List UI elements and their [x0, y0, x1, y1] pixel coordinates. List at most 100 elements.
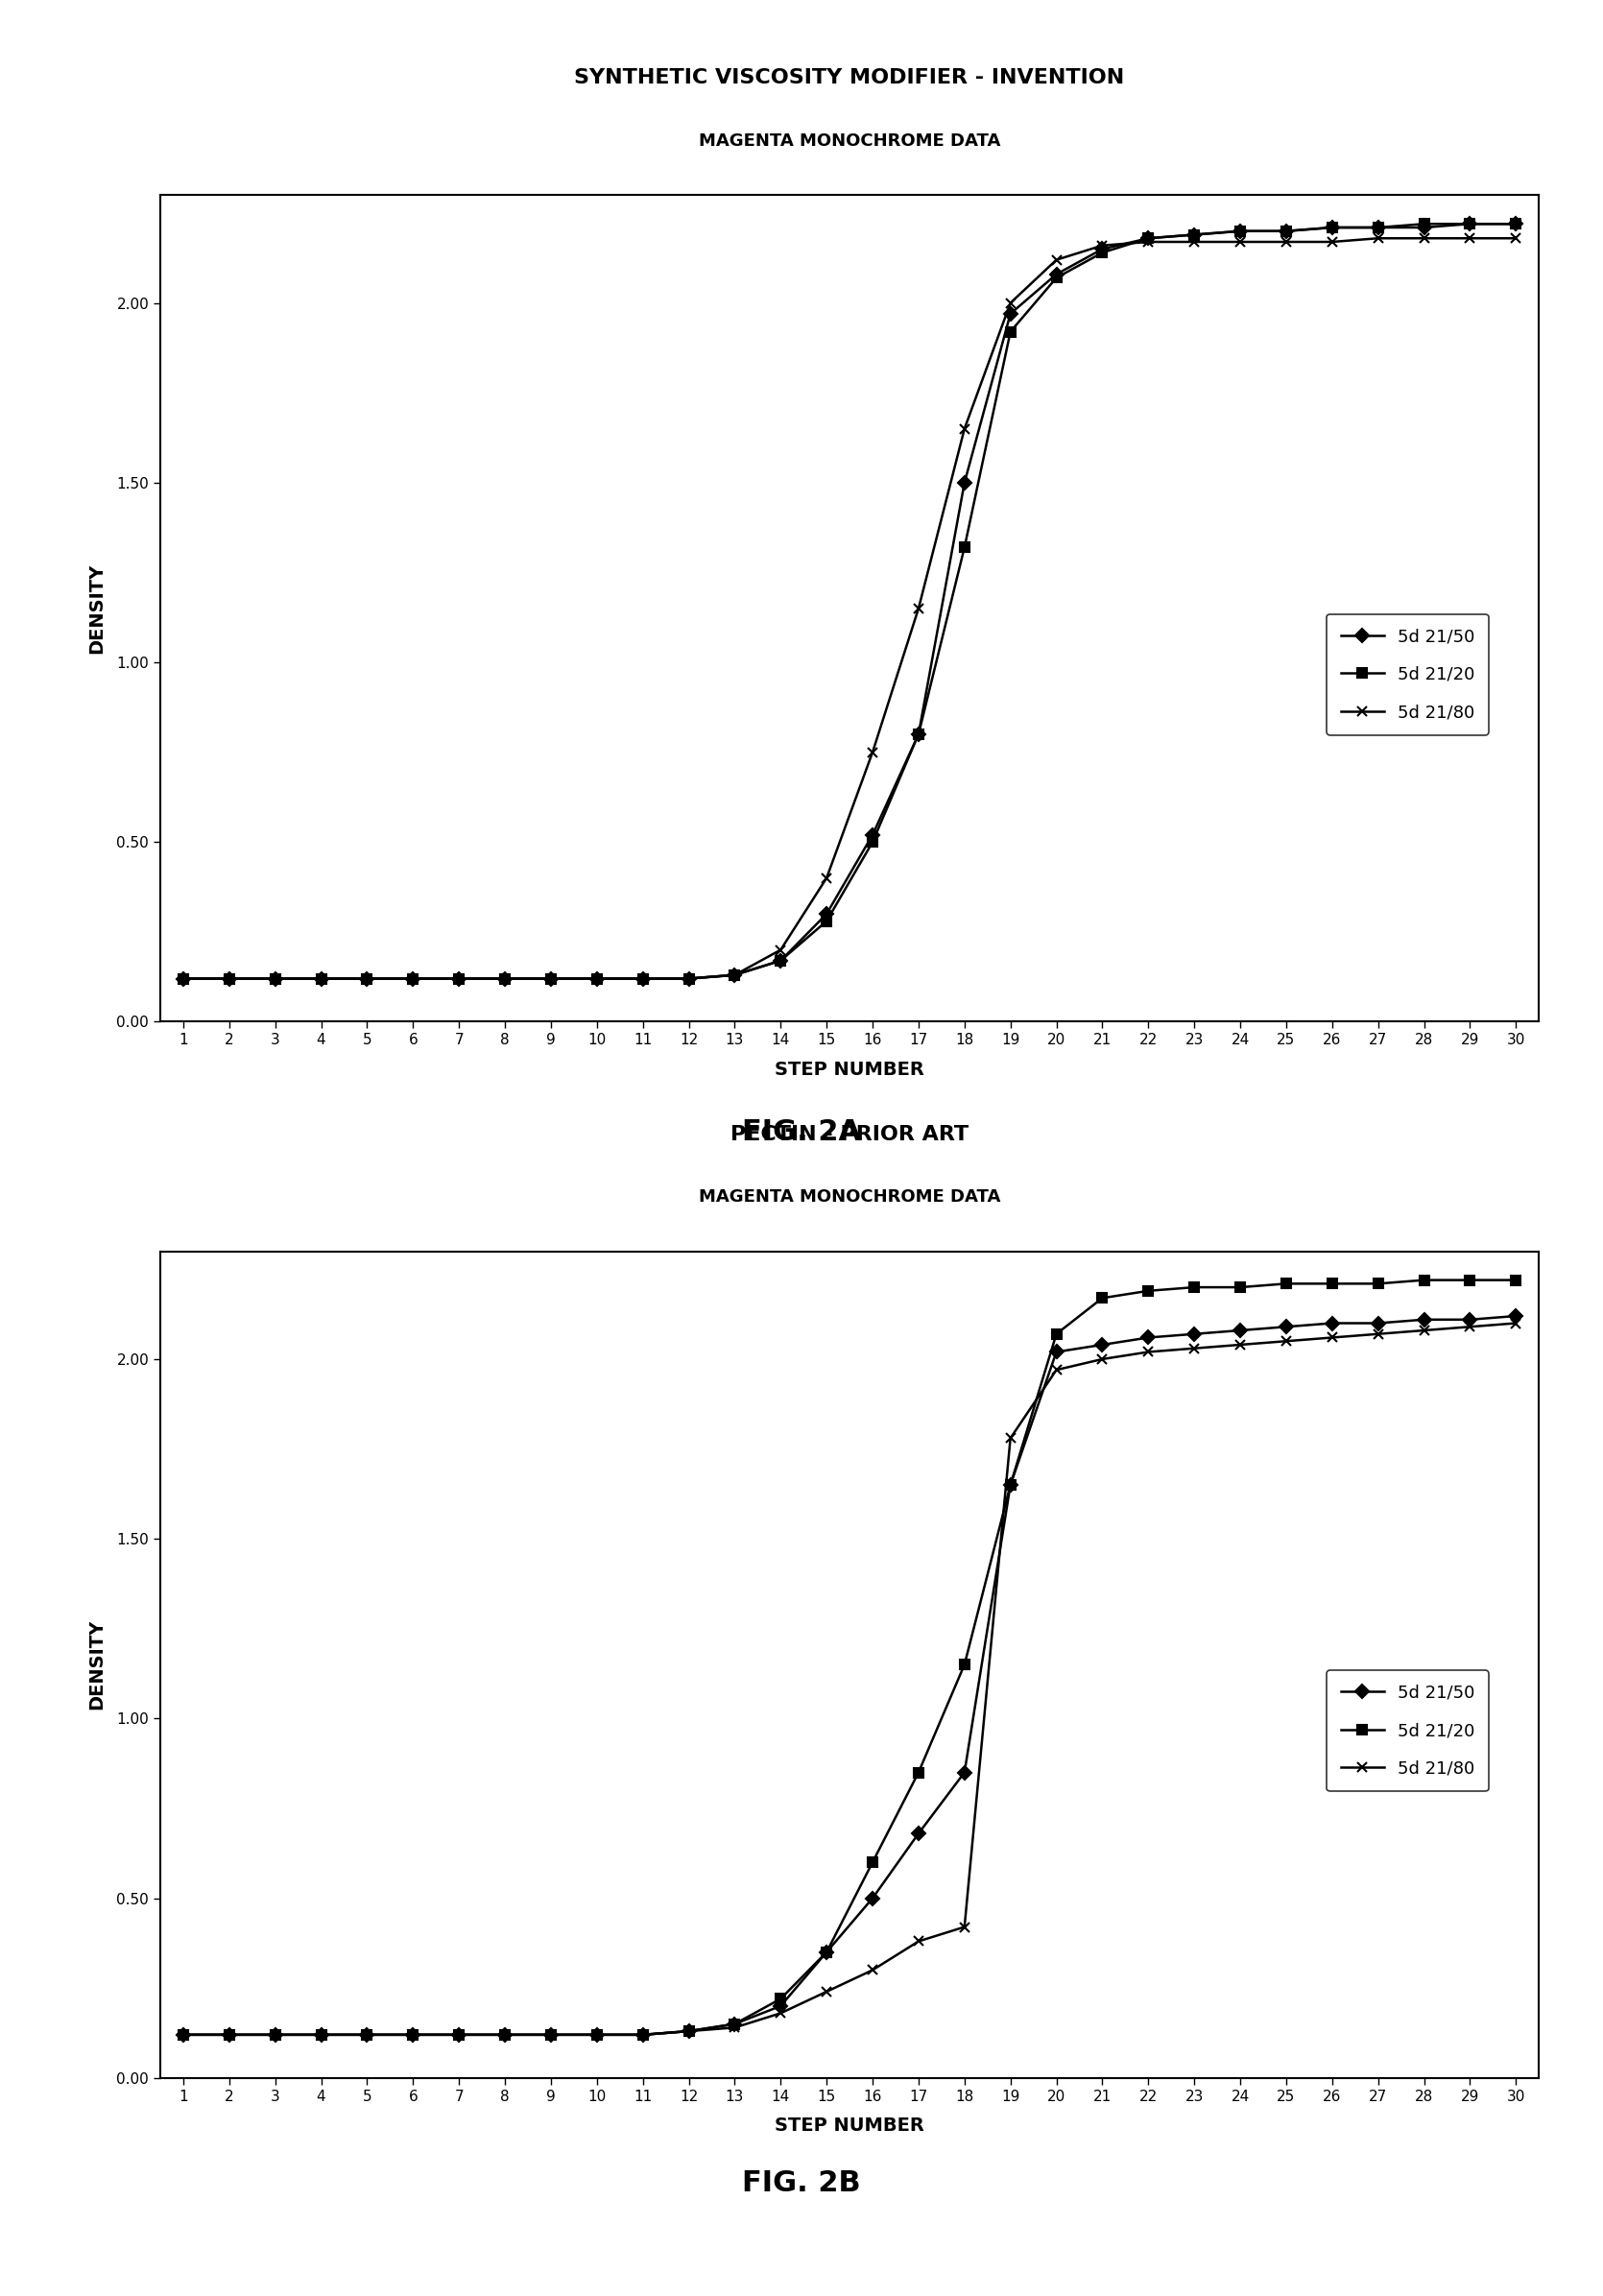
5d 21/20	[1047, 1320, 1066, 1348]
5d 21/50	[955, 1759, 975, 1786]
5d 21/80	[1093, 1345, 1112, 1373]
5d 21/20	[404, 964, 423, 992]
5d 21/20	[587, 964, 606, 992]
5d 21/20	[1138, 225, 1157, 253]
5d 21/20	[955, 533, 975, 560]
5d 21/50	[357, 2020, 377, 2048]
5d 21/50	[1414, 1306, 1433, 1334]
5d 21/20	[1276, 1270, 1295, 1297]
5d 21/20	[680, 2018, 699, 2046]
Line: 5d 21/80: 5d 21/80	[178, 1318, 1521, 2039]
5d 21/80	[1414, 1316, 1433, 1343]
5d 21/20	[771, 1986, 790, 2014]
5d 21/20	[1322, 214, 1342, 241]
5d 21/50	[1414, 214, 1433, 241]
5d 21/20	[1000, 1472, 1020, 1499]
5d 21/20	[587, 2020, 606, 2048]
5d 21/80	[1093, 232, 1112, 259]
5d 21/20	[449, 964, 468, 992]
5d 21/80	[404, 2020, 423, 2048]
5d 21/80	[587, 964, 606, 992]
5d 21/80	[1231, 1332, 1250, 1359]
5d 21/20	[495, 2020, 515, 2048]
5d 21/80	[449, 2020, 468, 2048]
Text: MAGENTA MONOCHROME DATA: MAGENTA MONOCHROME DATA	[699, 1189, 1000, 1205]
5d 21/50	[1507, 1302, 1526, 1329]
5d 21/50	[862, 1885, 882, 1913]
5d 21/20	[633, 964, 652, 992]
5d 21/50	[404, 2020, 423, 2048]
5d 21/80	[266, 2020, 285, 2048]
5d 21/20	[1507, 211, 1526, 239]
5d 21/20	[1093, 1283, 1112, 1311]
5d 21/50	[1507, 211, 1526, 239]
5d 21/50	[818, 900, 837, 928]
5d 21/50	[771, 1993, 790, 2020]
5d 21/50	[1185, 1320, 1204, 1348]
5d 21/50	[725, 962, 744, 990]
5d 21/20	[1000, 317, 1020, 344]
5d 21/50	[311, 2020, 330, 2048]
5d 21/80	[1185, 1334, 1204, 1362]
5d 21/50	[1047, 259, 1066, 287]
5d 21/80	[1322, 1325, 1342, 1352]
5d 21/20	[266, 964, 285, 992]
5d 21/20	[1460, 1267, 1480, 1295]
5d 21/50	[1185, 220, 1204, 248]
5d 21/20	[725, 962, 744, 990]
5d 21/50	[1322, 214, 1342, 241]
5d 21/50	[1138, 225, 1157, 253]
5d 21/80	[1047, 1357, 1066, 1384]
5d 21/50	[955, 468, 975, 496]
5d 21/20	[1369, 214, 1388, 241]
5d 21/50	[1093, 234, 1112, 262]
5d 21/80	[1138, 1339, 1157, 1366]
5d 21/50	[1460, 1306, 1480, 1334]
5d 21/80	[680, 2018, 699, 2046]
5d 21/80	[266, 964, 285, 992]
5d 21/80	[1276, 227, 1295, 255]
5d 21/50	[404, 964, 423, 992]
5d 21/20	[173, 964, 192, 992]
5d 21/80	[357, 964, 377, 992]
5d 21/80	[1276, 1327, 1295, 1355]
5d 21/50	[1276, 1313, 1295, 1341]
5d 21/50	[1047, 1339, 1066, 1366]
5d 21/50	[542, 2020, 561, 2048]
5d 21/50	[1000, 301, 1020, 328]
5d 21/20	[955, 1651, 975, 1678]
5d 21/50	[1093, 1332, 1112, 1359]
Line: 5d 21/50: 5d 21/50	[178, 1311, 1521, 2039]
Line: 5d 21/20: 5d 21/20	[178, 1274, 1521, 2039]
5d 21/20	[1185, 1274, 1204, 1302]
5d 21/50	[633, 2020, 652, 2048]
5d 21/50	[173, 964, 192, 992]
5d 21/50	[862, 822, 882, 850]
5d 21/80	[633, 2020, 652, 2048]
5d 21/20	[495, 964, 515, 992]
5d 21/20	[771, 946, 790, 974]
5d 21/80	[680, 964, 699, 992]
5d 21/50	[725, 2011, 744, 2039]
5d 21/80	[725, 962, 744, 990]
5d 21/50	[449, 964, 468, 992]
5d 21/20	[680, 964, 699, 992]
Text: MAGENTA MONOCHROME DATA: MAGENTA MONOCHROME DATA	[699, 133, 1000, 149]
5d 21/20	[311, 964, 330, 992]
5d 21/80	[173, 2020, 192, 2048]
5d 21/80	[1507, 225, 1526, 253]
5d 21/80	[220, 2020, 239, 2048]
5d 21/20	[818, 907, 837, 934]
5d 21/80	[1369, 225, 1388, 253]
5d 21/20	[818, 1938, 837, 1965]
5d 21/80	[173, 964, 192, 992]
5d 21/80	[357, 2020, 377, 2048]
Text: SYNTHETIC VISCOSITY MODIFIER - INVENTION: SYNTHETIC VISCOSITY MODIFIER - INVENTION	[574, 69, 1125, 87]
5d 21/80	[1000, 289, 1020, 317]
5d 21/50	[909, 721, 928, 748]
5d 21/50	[1276, 218, 1295, 246]
5d 21/50	[311, 964, 330, 992]
5d 21/20	[449, 2020, 468, 2048]
5d 21/80	[1414, 225, 1433, 253]
5d 21/80	[771, 2000, 790, 2027]
